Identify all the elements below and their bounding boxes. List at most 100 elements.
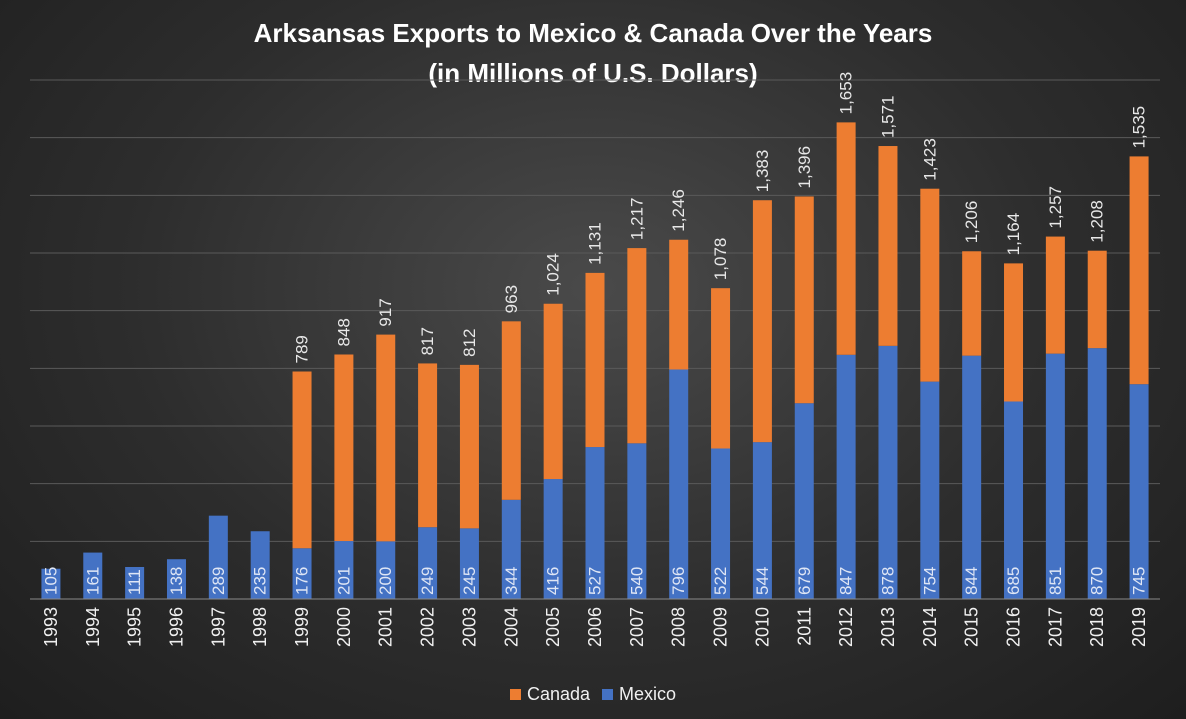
data-label-total-2006: 1,131 <box>586 222 605 265</box>
bar-canada-2015 <box>962 251 982 356</box>
legend-swatch-mexico <box>602 689 614 700</box>
bar-mexico-2000 <box>334 541 354 599</box>
data-label-mexico-1994: 161 <box>83 567 102 595</box>
chart-title: Arksansas Exports to Mexico & Canada Ove… <box>253 18 933 48</box>
data-label-mexico-1995: 111 <box>125 569 144 595</box>
legend-item-canada: Canada <box>509 684 591 705</box>
data-label-total-2017: 1,257 <box>1046 186 1065 229</box>
legend-label-mexico: Mexico <box>619 684 677 704</box>
x-tick-label-2014: 2014 <box>920 607 940 647</box>
x-tick-label-2015: 2015 <box>962 607 982 647</box>
data-label-mexico-2008: 796 <box>669 567 688 595</box>
x-tick-label-2000: 2000 <box>334 607 354 647</box>
bar-canada-2004 <box>501 321 521 500</box>
bar-mexico-1996 <box>166 559 186 599</box>
bar-mexico-2007 <box>627 443 647 599</box>
data-label-total-2009: 1,078 <box>711 238 730 281</box>
data-label-total-2018: 1,208 <box>1088 200 1107 243</box>
data-label-total-2014: 1,423 <box>920 138 939 181</box>
bar-mexico-2006 <box>585 447 605 599</box>
data-label-total-2013: 1,571 <box>878 95 897 138</box>
bar-mexico-1998 <box>250 531 270 599</box>
data-label-mexico-1999: 176 <box>293 567 312 595</box>
data-label-mexico-2018: 870 <box>1088 567 1107 595</box>
x-tick-label-2003: 2003 <box>459 607 479 647</box>
data-label-mexico-1997: 289 <box>209 567 228 595</box>
legend-item-mexico: Mexico <box>602 684 676 705</box>
bar-canada-2009 <box>711 288 731 449</box>
data-label-mexico-2013: 878 <box>878 567 897 595</box>
x-tick-label-2001: 2001 <box>376 607 396 647</box>
data-label-total-2012: 1,653 <box>837 72 856 115</box>
data-label-total-2003: 812 <box>460 328 479 356</box>
bar-mexico-1994 <box>83 552 103 599</box>
bar-canada-2000 <box>334 354 354 542</box>
data-label-total-2011: 1,396 <box>795 146 814 189</box>
x-tick-label-1999: 1999 <box>292 607 312 647</box>
data-label-total-2005: 1,024 <box>544 253 563 296</box>
x-tick-label-1996: 1996 <box>166 607 186 647</box>
bar-mexico-2004 <box>501 499 521 599</box>
bar-mexico-2010 <box>752 442 772 599</box>
x-tick-label-2009: 2009 <box>711 607 731 647</box>
x-tick-label-1997: 1997 <box>208 607 228 647</box>
bar-mexico-2012 <box>836 354 856 599</box>
data-label-total-2004: 963 <box>502 285 521 313</box>
bar-mexico-2019 <box>1129 384 1149 599</box>
bar-canada-2014 <box>920 188 940 382</box>
bar-canada-2010 <box>752 200 772 443</box>
x-tick-label-2016: 2016 <box>1004 607 1024 647</box>
data-label-mexico-1998: 235 <box>251 567 270 595</box>
bar-mexico-2014 <box>920 381 940 599</box>
bar-mexico-2003 <box>459 528 479 599</box>
data-label-mexico-2006: 527 <box>586 567 605 595</box>
data-label-mexico-2014: 754 <box>920 567 939 595</box>
x-tick-label-2005: 2005 <box>543 607 563 647</box>
bar-mexico-2001 <box>376 541 396 599</box>
bar-mexico-2013 <box>878 345 898 599</box>
x-tick-label-2019: 2019 <box>1129 607 1149 647</box>
bar-canada-2007 <box>627 248 647 444</box>
chart-subtitle: (in Millions of U.S. Dollars) <box>428 58 758 88</box>
legend-label-canada: Canada <box>526 684 591 704</box>
data-label-mexico-2016: 685 <box>1004 567 1023 595</box>
bar-canada-2012 <box>836 122 856 355</box>
data-label-mexico-2002: 249 <box>418 567 437 595</box>
data-label-mexico-2007: 540 <box>627 567 646 595</box>
bar-canada-2018 <box>1087 250 1107 349</box>
bar-mexico-2009 <box>711 448 731 599</box>
bar-canada-2011 <box>794 196 814 404</box>
data-label-total-2008: 1,246 <box>669 189 688 232</box>
legend-swatch-canada <box>509 689 521 700</box>
data-label-mexico-2009: 522 <box>711 567 730 595</box>
x-tick-label-2013: 2013 <box>878 607 898 647</box>
x-tick-label-2012: 2012 <box>836 607 856 647</box>
x-tick-label-2011: 2011 <box>794 607 814 646</box>
bar-mexico-1999 <box>292 548 312 599</box>
x-tick-label-2008: 2008 <box>669 607 689 647</box>
data-label-mexico-2012: 847 <box>837 567 856 595</box>
data-label-mexico-2004: 344 <box>502 567 521 595</box>
bar-canada-2002 <box>418 363 438 528</box>
data-label-mexico-2010: 544 <box>753 567 772 595</box>
data-label-mexico-2005: 416 <box>544 567 563 595</box>
x-tick-label-2006: 2006 <box>585 607 605 647</box>
x-tick-label-2018: 2018 <box>1087 607 1107 647</box>
bar-canada-2001 <box>376 334 396 542</box>
bar-canada-2019 <box>1129 156 1149 385</box>
x-tick-label-1994: 1994 <box>83 607 103 647</box>
data-label-total-2002: 817 <box>418 327 437 355</box>
data-label-total-2015: 1,206 <box>962 201 981 244</box>
bar-canada-2013 <box>878 146 898 346</box>
data-label-mexico-2000: 201 <box>334 567 353 595</box>
x-tick-label-1993: 1993 <box>41 607 61 647</box>
data-label-total-2007: 1,217 <box>627 198 646 241</box>
data-label-mexico-2003: 245 <box>460 567 479 595</box>
bar-mexico-2018 <box>1087 348 1107 599</box>
bar-mexico-2008 <box>669 369 689 599</box>
bar-canada-2003 <box>459 364 479 529</box>
bar-canada-1999 <box>292 371 312 549</box>
x-tick-label-2004: 2004 <box>501 607 521 647</box>
bar-mexico-2015 <box>962 355 982 599</box>
